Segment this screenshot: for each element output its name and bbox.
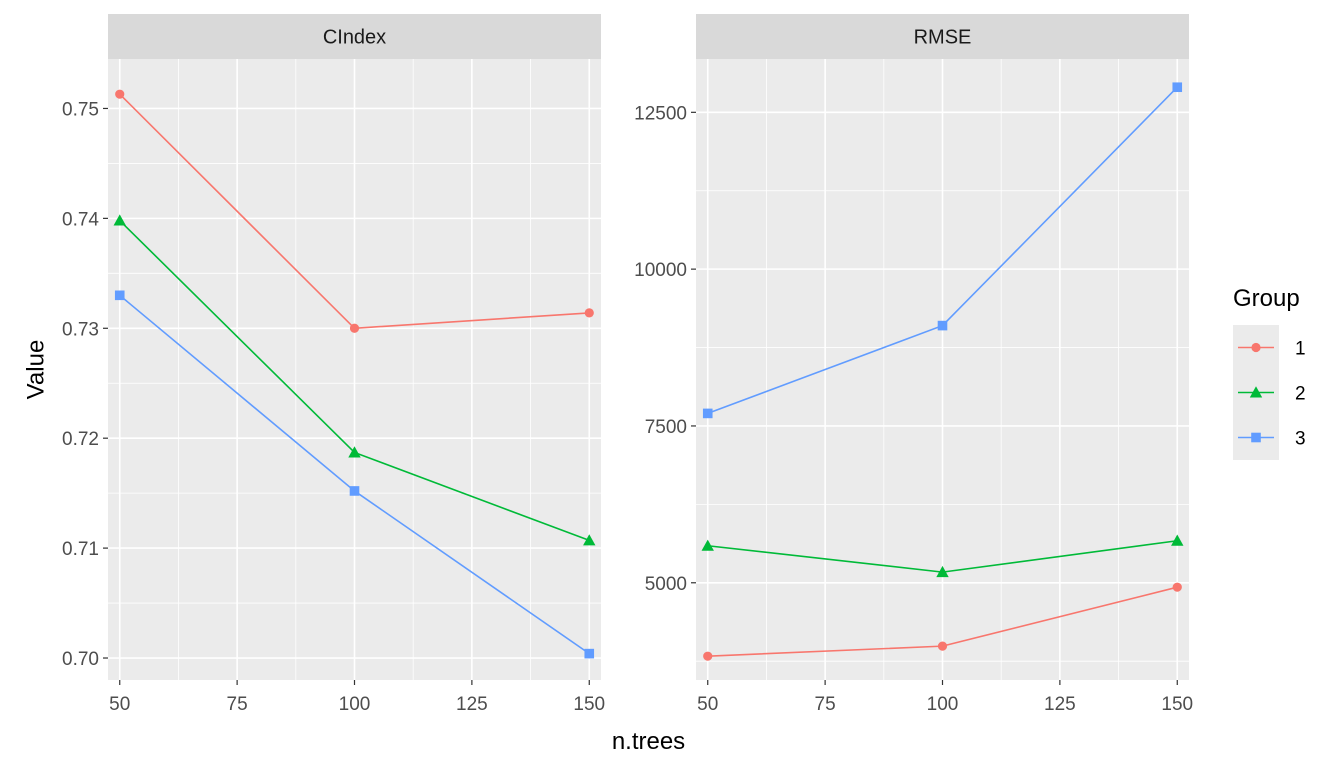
- y-tick-label: 5000: [645, 574, 687, 595]
- data-point-series-2: [1171, 534, 1184, 546]
- x-axis-title: n.trees: [612, 728, 685, 755]
- x-tick-label: 50: [697, 694, 718, 715]
- data-point-series-1: [1172, 582, 1182, 592]
- y-tick-label: 10000: [634, 260, 687, 281]
- y-tick-label: 0.72: [62, 429, 99, 450]
- facet-strip-label: RMSE: [914, 27, 972, 49]
- y-tick-label: 0.71: [62, 539, 99, 560]
- data-point-series-2: [701, 539, 714, 551]
- legend-label: 3: [1295, 429, 1306, 450]
- x-tick-label: 50: [109, 694, 130, 715]
- data-point-series-2: [583, 534, 596, 546]
- legend-key-marker: [1249, 386, 1263, 398]
- data-point-series-1: [703, 651, 713, 661]
- facet-strip-label: CIndex: [323, 27, 386, 49]
- legend-key-marker: [1251, 432, 1261, 443]
- y-tick-label: 12500: [634, 103, 687, 124]
- y-tick-label: 0.73: [62, 319, 99, 340]
- x-tick-label: 100: [927, 694, 959, 715]
- data-point-series-3: [584, 648, 595, 659]
- y-axis-title: Value: [22, 340, 49, 400]
- data-point-series-3: [349, 486, 360, 496]
- facet-strip: [696, 14, 1189, 59]
- y-tick-label: 7500: [645, 417, 687, 438]
- x-tick-label: 150: [1161, 694, 1193, 715]
- y-tick-label: 0.74: [62, 209, 99, 230]
- panel-rmse: RMSE 5000 7500 10000 12500 50 75 100 125 150: [634, 14, 1193, 715]
- y-tick-label: 0.75: [62, 99, 99, 120]
- x-tick-label: 100: [339, 694, 371, 715]
- data-point-series-1: [937, 641, 948, 651]
- legend-title: Group: [1233, 285, 1300, 312]
- legend-key-marker: [1251, 342, 1261, 353]
- legend: Group 1 2 3: [1233, 285, 1306, 460]
- data-point-series-3: [937, 320, 948, 331]
- legend-label: 2: [1295, 384, 1306, 405]
- x-tick-label: 75: [815, 694, 836, 715]
- data-point-series-3: [702, 408, 713, 419]
- data-point-series-1: [115, 89, 125, 99]
- data-point-series-1: [584, 308, 594, 318]
- data-point-series-1: [349, 323, 360, 333]
- legend-label: 1: [1295, 339, 1306, 360]
- facet-strip: [108, 14, 601, 59]
- data-point-series-3: [1172, 82, 1183, 93]
- data-point-series-2: [936, 565, 949, 578]
- x-tick-label: 75: [227, 694, 248, 715]
- panel-cindex: CIndex 0.70 0.71 0.72 0.73 0.74 0.75 50 75 100 125…: [62, 14, 605, 715]
- data-point-series-2: [113, 214, 126, 226]
- x-tick-label: 150: [573, 694, 605, 715]
- data-point-series-3: [114, 290, 125, 301]
- data-point-series-2: [348, 446, 361, 458]
- x-tick-label: 125: [456, 694, 488, 715]
- y-tick-label: 0.70: [62, 649, 99, 670]
- x-tick-label: 125: [1044, 694, 1076, 715]
